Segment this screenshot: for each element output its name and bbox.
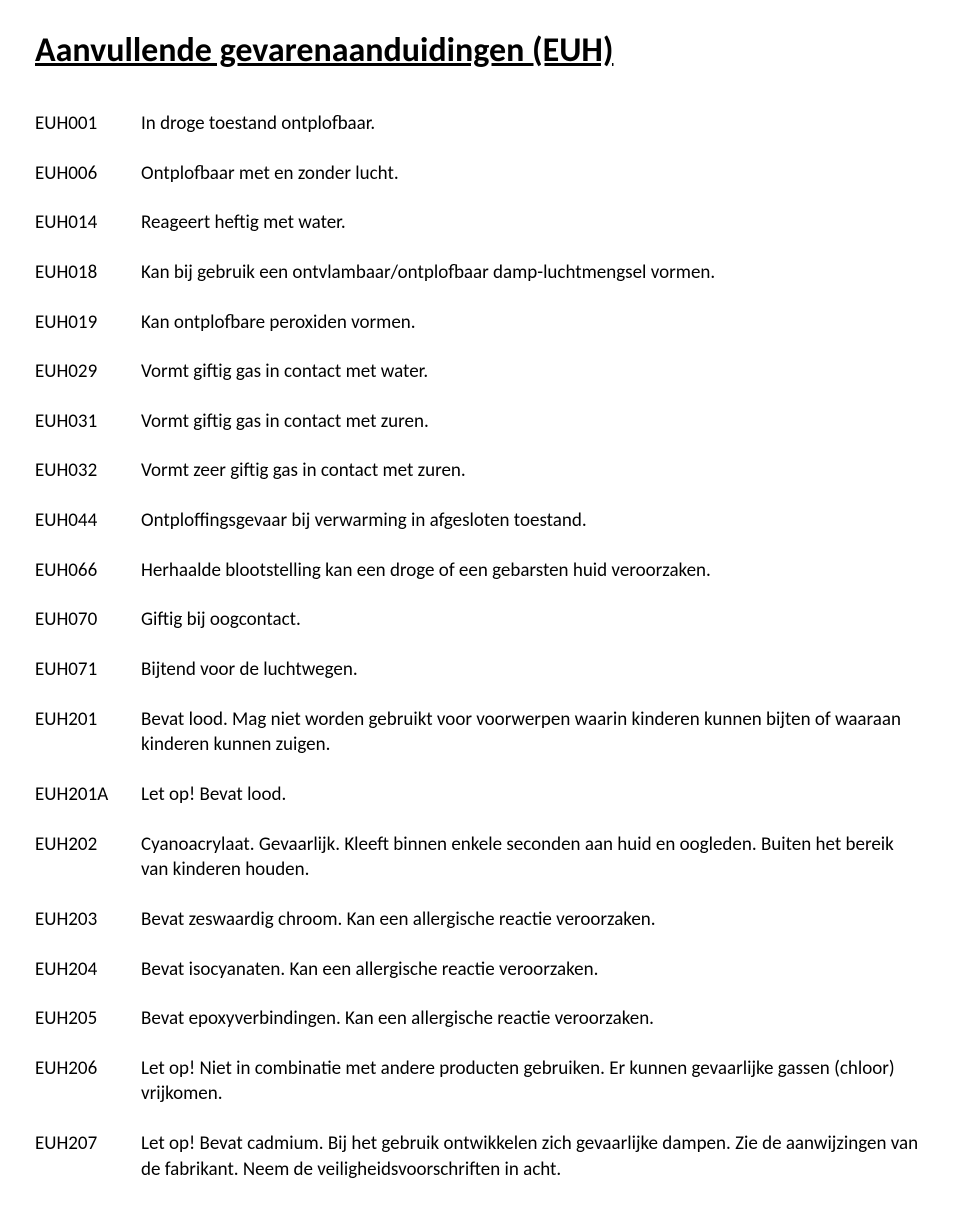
hazard-code: EUH071 bbox=[35, 645, 141, 695]
hazard-code: EUH032 bbox=[35, 446, 141, 496]
table-row: EUH201ALet op! Bevat lood. bbox=[35, 770, 925, 820]
table-row: EUH029Vormt giftig gas in contact met wa… bbox=[35, 347, 925, 397]
table-row: EUH006Ontplofbaar met en zonder lucht. bbox=[35, 149, 925, 199]
hazard-code: EUH006 bbox=[35, 149, 141, 199]
hazard-code: EUH029 bbox=[35, 347, 141, 397]
hazard-code: EUH044 bbox=[35, 496, 141, 546]
table-row: EUH205Bevat epoxyverbindingen. Kan een a… bbox=[35, 994, 925, 1044]
hazard-code: EUH206 bbox=[35, 1044, 141, 1119]
hazard-description: Bevat lood. Mag niet worden gebruikt voo… bbox=[141, 695, 925, 770]
hazard-description: Cyanoacrylaat. Gevaarlijk. Kleeft binnen… bbox=[141, 820, 925, 895]
hazard-description: Let op! Niet in combinatie met andere pr… bbox=[141, 1044, 925, 1119]
page-title: Aanvullende gevarenaanduidingen (EUH) bbox=[35, 30, 925, 71]
table-row: EUH070Giftig bij oogcontact. bbox=[35, 595, 925, 645]
hazard-code: EUH018 bbox=[35, 248, 141, 298]
hazard-code: EUH207 bbox=[35, 1119, 141, 1194]
hazard-code: EUH202 bbox=[35, 820, 141, 895]
hazard-code: EUH001 bbox=[35, 99, 141, 149]
hazard-code: EUH204 bbox=[35, 945, 141, 995]
hazard-code: EUH201 bbox=[35, 695, 141, 770]
table-row: EUH207Let op! Bevat cadmium. Bij het geb… bbox=[35, 1119, 925, 1194]
hazard-description: Let op! Bevat lood. bbox=[141, 770, 925, 820]
table-row: EUH014Reageert heftig met water. bbox=[35, 198, 925, 248]
table-row: EUH204Bevat isocyanaten. Kan een allergi… bbox=[35, 945, 925, 995]
hazard-description: Herhaalde blootstelling kan een droge of… bbox=[141, 546, 925, 596]
hazard-description: In droge toestand ontplofbaar. bbox=[141, 99, 925, 149]
hazard-description: Bevat epoxyverbindingen. Kan een allergi… bbox=[141, 994, 925, 1044]
hazard-description: Reageert heftig met water. bbox=[141, 198, 925, 248]
hazard-code: EUH203 bbox=[35, 895, 141, 945]
hazard-code: EUH205 bbox=[35, 994, 141, 1044]
hazard-table: EUH001In droge toestand ontplofbaar.EUH0… bbox=[35, 99, 925, 1194]
hazard-code: EUH014 bbox=[35, 198, 141, 248]
hazard-description: Bijtend voor de luchtwegen. bbox=[141, 645, 925, 695]
hazard-description: Vormt giftig gas in contact met water. bbox=[141, 347, 925, 397]
hazard-description: Bevat isocyanaten. Kan een allergische r… bbox=[141, 945, 925, 995]
hazard-description: Kan ontplofbare peroxiden vormen. bbox=[141, 298, 925, 348]
table-row: EUH201Bevat lood. Mag niet worden gebrui… bbox=[35, 695, 925, 770]
hazard-code: EUH019 bbox=[35, 298, 141, 348]
hazard-description: Vormt giftig gas in contact met zuren. bbox=[141, 397, 925, 447]
table-row: EUH031Vormt giftig gas in contact met zu… bbox=[35, 397, 925, 447]
table-row: EUH032Vormt zeer giftig gas in contact m… bbox=[35, 446, 925, 496]
table-row: EUH203Bevat zeswaardig chroom. Kan een a… bbox=[35, 895, 925, 945]
hazard-description: Kan bij gebruik een ontvlambaar/ontplofb… bbox=[141, 248, 925, 298]
table-row: EUH044Ontploffingsgevaar bij verwarming … bbox=[35, 496, 925, 546]
table-row: EUH206Let op! Niet in combinatie met and… bbox=[35, 1044, 925, 1119]
hazard-code: EUH201A bbox=[35, 770, 141, 820]
table-row: EUH202Cyanoacrylaat. Gevaarlijk. Kleeft … bbox=[35, 820, 925, 895]
table-row: EUH071Bijtend voor de luchtwegen. bbox=[35, 645, 925, 695]
hazard-description: Bevat zeswaardig chroom. Kan een allergi… bbox=[141, 895, 925, 945]
hazard-description: Giftig bij oogcontact. bbox=[141, 595, 925, 645]
hazard-code: EUH031 bbox=[35, 397, 141, 447]
table-row: EUH019Kan ontplofbare peroxiden vormen. bbox=[35, 298, 925, 348]
hazard-description: Ontploffingsgevaar bij verwarming in afg… bbox=[141, 496, 925, 546]
table-row: EUH018Kan bij gebruik een ontvlambaar/on… bbox=[35, 248, 925, 298]
hazard-code: EUH070 bbox=[35, 595, 141, 645]
table-row: EUH066Herhaalde blootstelling kan een dr… bbox=[35, 546, 925, 596]
hazard-description: Let op! Bevat cadmium. Bij het gebruik o… bbox=[141, 1119, 925, 1194]
hazard-description: Ontplofbaar met en zonder lucht. bbox=[141, 149, 925, 199]
hazard-code: EUH066 bbox=[35, 546, 141, 596]
table-row: EUH001In droge toestand ontplofbaar. bbox=[35, 99, 925, 149]
hazard-description: Vormt zeer giftig gas in contact met zur… bbox=[141, 446, 925, 496]
